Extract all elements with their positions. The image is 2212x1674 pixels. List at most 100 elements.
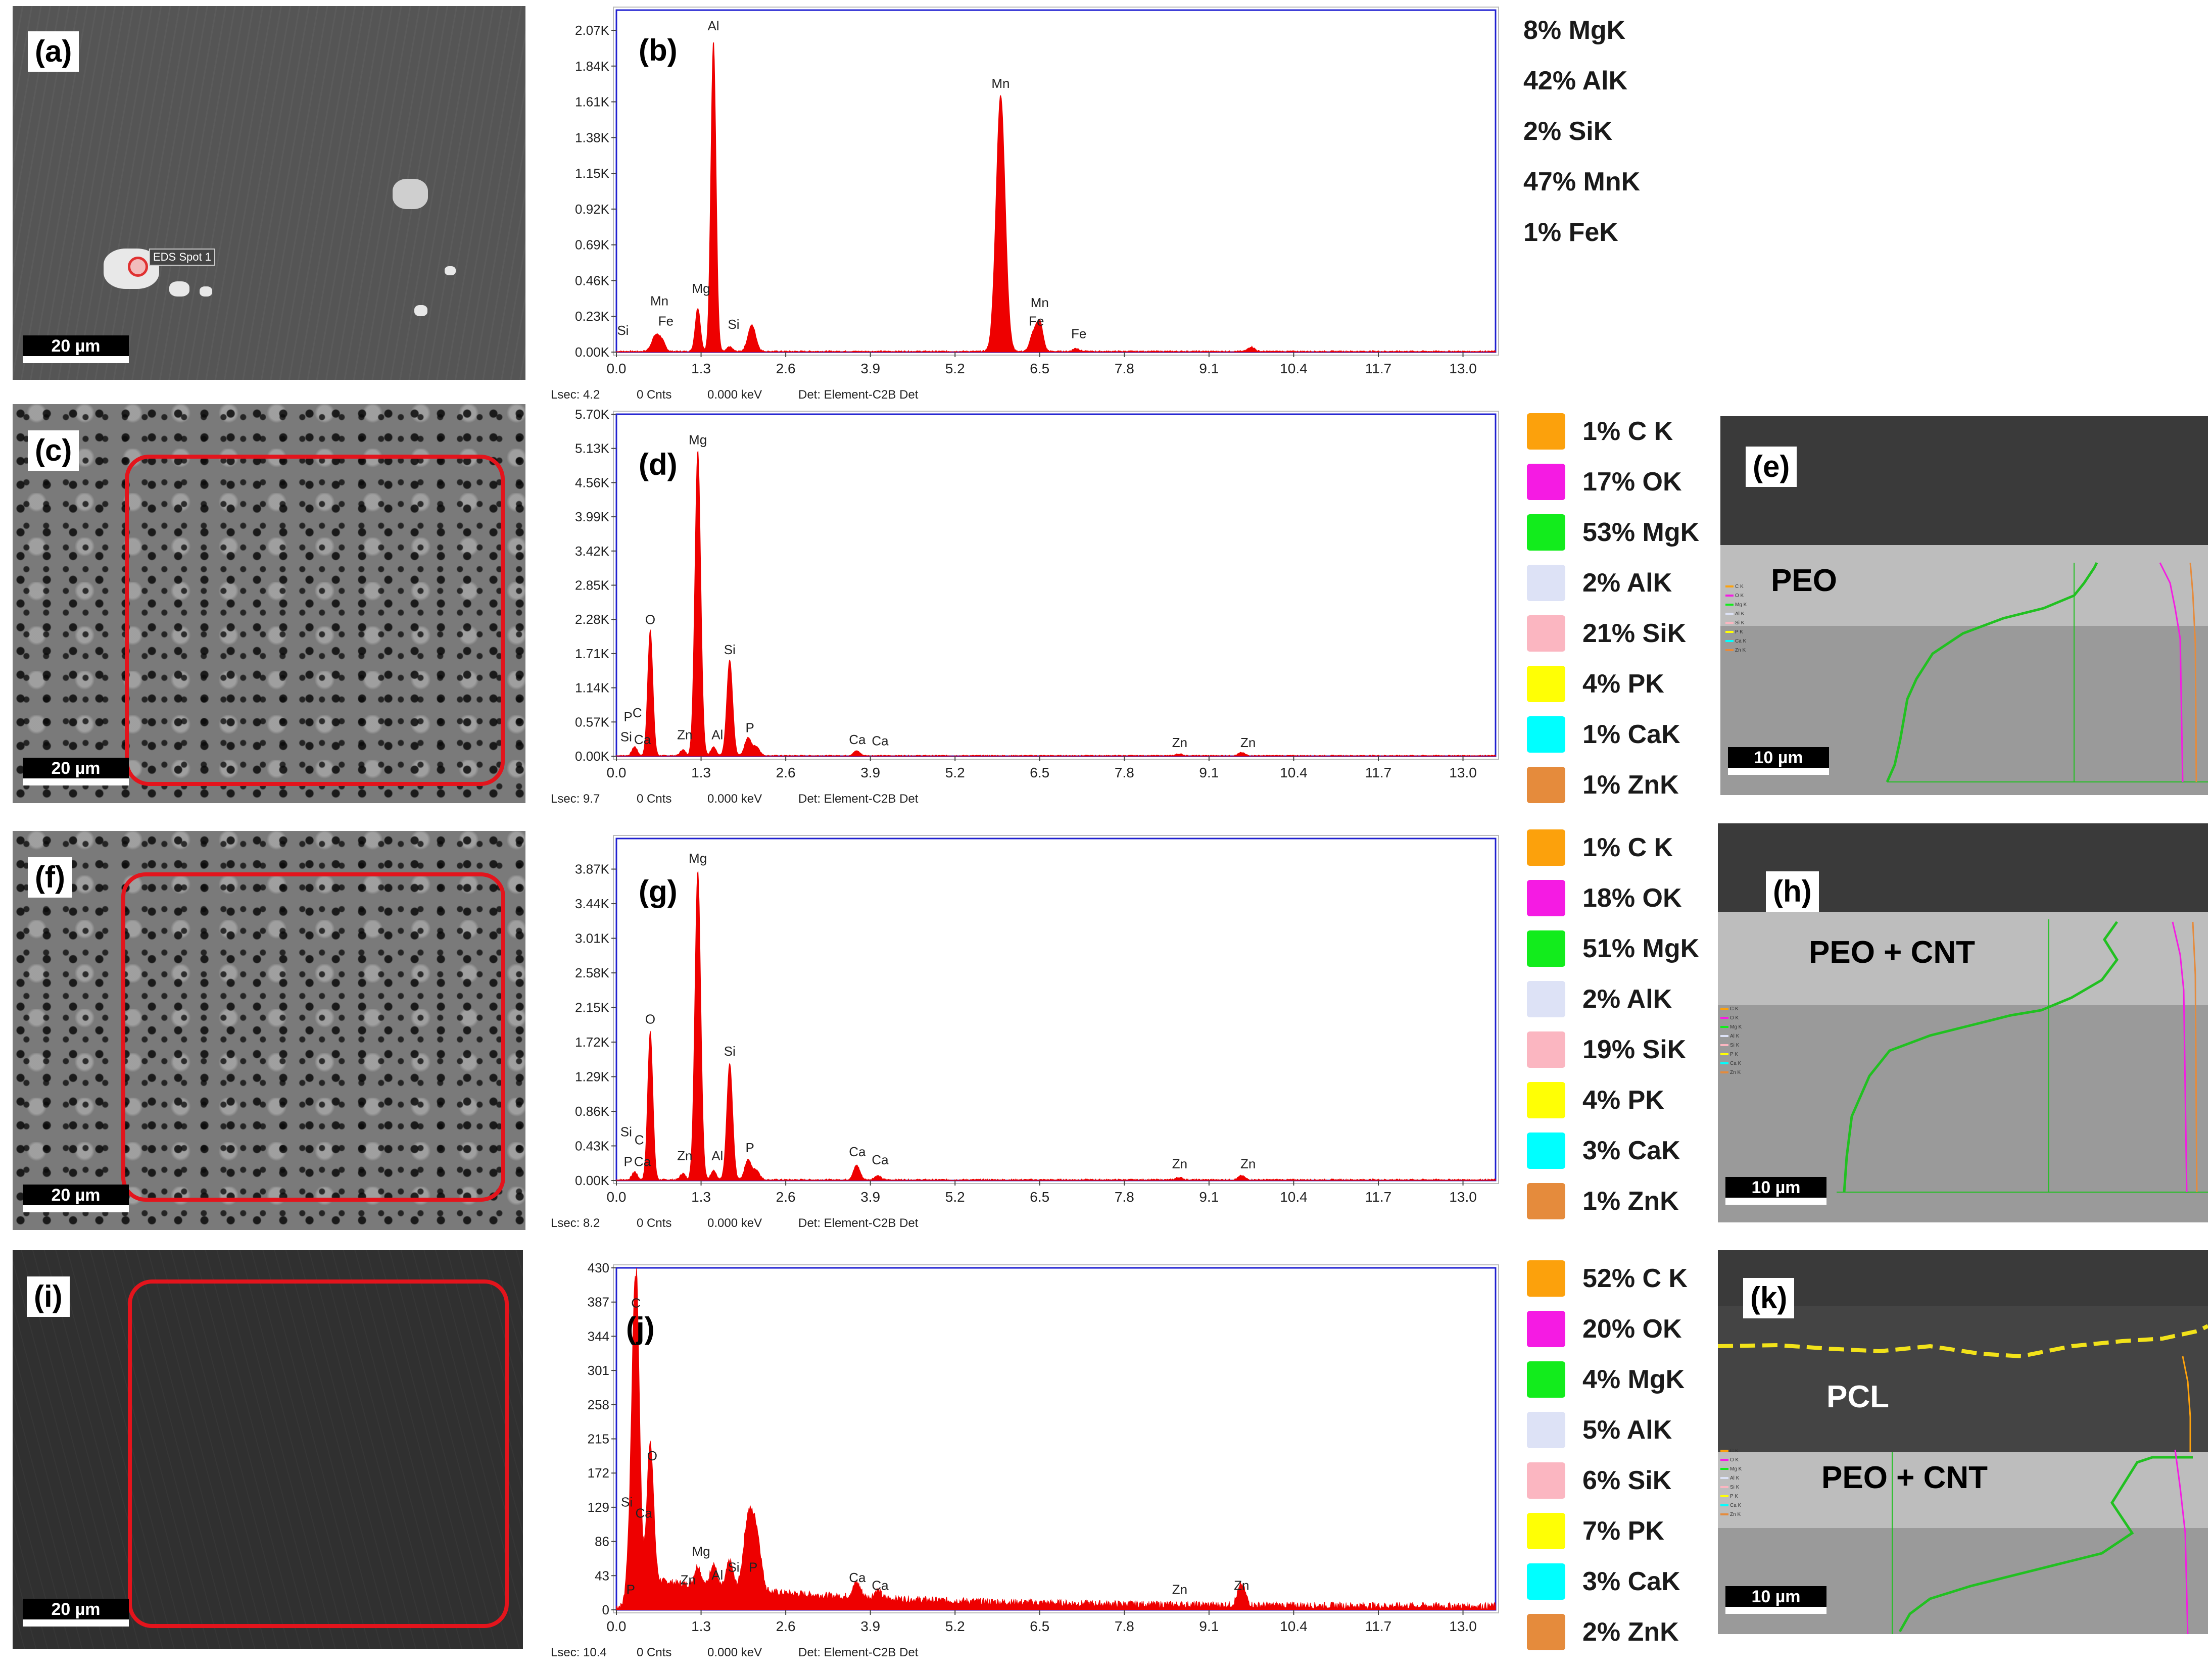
eds-spectrum-b: 0.0 1.3 2.6 3.9 5.2 6.5 7.8 9.1 10.4 11.7 13.0 0.00… — [551, 7, 1499, 402]
composition-item: 20% OK — [1582, 1314, 1682, 1344]
y-tick-label: 0.43K — [575, 1139, 610, 1154]
y-tick-label: 0.23K — [575, 309, 610, 324]
region-of-interest — [125, 455, 505, 786]
peak-label: P — [627, 1582, 635, 1597]
x-tick-label: 1.3 — [691, 1189, 711, 1205]
y-tick-label: 3.42K — [575, 544, 610, 559]
composition-item: 52% C K — [1582, 1264, 1688, 1293]
y-tick-label: 86 — [595, 1534, 609, 1549]
legend-swatch — [1527, 565, 1565, 601]
peak-label: Ca — [849, 1144, 866, 1159]
peak-label: Al — [711, 1567, 723, 1583]
y-tick-label: 387 — [588, 1295, 609, 1310]
scale-bar: 20 µm — [23, 335, 129, 363]
scale-bar: 10 µm — [1725, 1177, 1826, 1205]
x-tick-label: 1.3 — [691, 361, 711, 376]
peak-label: Si — [724, 1044, 736, 1059]
y-tick-label: 172 — [588, 1465, 609, 1481]
y-tick-label: 129 — [588, 1500, 609, 1515]
x-tick-label: 2.6 — [776, 1189, 796, 1205]
x-tick-label: 9.1 — [1199, 1618, 1219, 1634]
layer-label-pcl: PCL — [1826, 1380, 1889, 1414]
scale-bar: 20 µm — [23, 758, 129, 785]
peak-label: Si — [724, 642, 736, 657]
composition-item: 17% OK — [1582, 467, 1682, 497]
composition-item: 4% PK — [1582, 1086, 1664, 1115]
y-tick-label: 1.61K — [575, 94, 610, 110]
cross-section-e: (e) PEO C K O K Mg K Al K Si K P K Ca K … — [1720, 416, 2208, 795]
peak-label: Ca — [634, 732, 651, 747]
region-of-interest — [128, 1279, 509, 1628]
y-tick-label: 5.70K — [575, 407, 610, 422]
panel-label-a: (a) — [28, 31, 79, 72]
peak-label: O — [645, 1011, 655, 1026]
peak-label: Zn — [1240, 735, 1256, 750]
y-tick-label: 2.28K — [575, 612, 610, 627]
y-tick-label: 301 — [588, 1363, 609, 1378]
peak-label: Ca — [849, 1570, 866, 1585]
peak-label: Mg — [689, 432, 707, 447]
spectrum-footer-cnts: 0 Cnts — [637, 792, 671, 806]
cross-section-k: (k) PCL PEO + CNT C K O K Mg K Al K Si K… — [1718, 1250, 2208, 1634]
spectrum-series — [616, 42, 1496, 353]
x-tick-label: 0.0 — [607, 361, 627, 376]
peak-label: P — [746, 1140, 754, 1155]
y-tick-label: 2.85K — [575, 578, 610, 593]
peak-label: Zn — [1234, 1578, 1249, 1593]
composition-item: 51% MgK — [1582, 934, 1700, 963]
y-tick-label: 1.38K — [575, 130, 610, 145]
peak-label: Mg — [692, 1544, 710, 1559]
panel-label-h: (h) — [1766, 871, 1819, 912]
peak-label: Zn — [1240, 1156, 1256, 1171]
spectrum-series — [616, 871, 1496, 1181]
peak-label: Ca — [872, 1152, 889, 1167]
spectrum-footer-lsec: Lsec: 9.7 — [551, 792, 600, 806]
peak-label: C — [635, 1132, 644, 1147]
composition-item: 53% MgK — [1582, 518, 1700, 547]
legend-swatch — [1527, 1183, 1565, 1219]
particle — [414, 305, 427, 316]
x-tick-label: 13.0 — [1449, 361, 1477, 376]
particle — [393, 179, 428, 209]
sem-image-a: EDS Spot 1 (a) 20 µm — [13, 6, 525, 380]
composition-item: 2% AlK — [1582, 984, 1672, 1014]
y-tick-label: 2.15K — [575, 1000, 610, 1015]
peak-label: Fe — [1071, 326, 1086, 341]
legend-swatch — [1527, 1513, 1565, 1549]
peak-label: Si — [728, 317, 739, 332]
legend-swatch — [1527, 1260, 1565, 1297]
peak-label: P — [749, 1559, 757, 1574]
peak-label: P — [624, 709, 633, 724]
x-tick-label: 3.9 — [860, 765, 880, 780]
composition-item: 2% SiK — [1523, 117, 1613, 146]
linescan-legend: C K O K Mg K Al K Si K P K Ca K Zn K — [1725, 583, 1747, 656]
y-tick-label: 2.58K — [575, 965, 610, 980]
x-tick-label: 0.0 — [607, 1618, 627, 1634]
x-tick-label: 13.0 — [1449, 1189, 1477, 1205]
x-tick-label: 3.9 — [860, 361, 880, 376]
spectrum-series — [616, 451, 1496, 757]
spectrum-series — [616, 1267, 1496, 1610]
y-tick-label: 215 — [588, 1432, 609, 1447]
legend-swatch — [1527, 1563, 1565, 1600]
linescan-overlay — [1718, 1324, 2208, 1634]
composition-item: 1% C K — [1582, 417, 1673, 446]
y-tick-label: 0.57K — [575, 714, 610, 729]
plot-frame — [615, 9, 1497, 353]
linescan-legend: C K O K Mg K Al K Si K P K Ca K Zn K — [1720, 1447, 1742, 1520]
panel-label-j: (j) — [626, 1311, 655, 1345]
region-of-interest — [121, 872, 505, 1202]
x-tick-label: 0.0 — [607, 765, 627, 780]
eds-spectrum-g: 0.0 1.3 2.6 3.9 5.2 6.5 7.8 9.1 10.4 11.7 13.0 0.00… — [551, 835, 1499, 1230]
plot-frame — [615, 838, 1497, 1181]
linescan-legend: C K O K Mg K Al K Si K P K Ca K Zn K — [1720, 1005, 1742, 1078]
composition-item: 1% C K — [1582, 833, 1673, 862]
x-tick-label: 10.4 — [1280, 1189, 1308, 1205]
y-tick-label: 1.15K — [575, 166, 610, 181]
peak-label: Mg — [689, 851, 707, 866]
legend-swatch — [1527, 880, 1565, 916]
composition-item: 7% PK — [1582, 1516, 1664, 1546]
eds-spectrum-j: 0.0 1.3 2.6 3.9 5.2 6.5 7.8 9.1 10.4 11.7 13.0 0 43 8… — [551, 1260, 1499, 1659]
composition-item: 1% ZnK — [1582, 1187, 1679, 1216]
peak-label: Ca — [636, 1505, 653, 1520]
